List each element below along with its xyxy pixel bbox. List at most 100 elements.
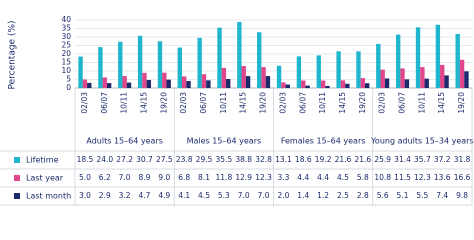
x-tick-label: 14/15 bbox=[139, 92, 148, 114]
page: Percentage (%) 0 5 10 15 20 25 30 35 40 02/03 06/0… bbox=[0, 15, 474, 206]
table-cell: 8.1 bbox=[198, 173, 210, 182]
bar bbox=[296, 56, 302, 88]
table-cell: 5.6 bbox=[377, 191, 389, 200]
legend-label: Last month bbox=[26, 192, 71, 201]
bar bbox=[146, 80, 152, 88]
y-tick-label: 0 bbox=[66, 83, 71, 92]
table-cell: 4.5 bbox=[337, 173, 349, 182]
table-cell: 11.5 bbox=[394, 173, 411, 182]
y-tick-label: 30 bbox=[61, 32, 71, 41]
bar bbox=[137, 35, 143, 88]
x-tick-label: 14/15 bbox=[437, 92, 446, 114]
bar bbox=[186, 81, 191, 88]
x-tick-label: 10/11 bbox=[318, 92, 327, 114]
x-tick-label: 19/20 bbox=[159, 92, 168, 114]
x-tick-label: 02/03 bbox=[378, 92, 387, 114]
bar bbox=[459, 59, 465, 88]
table-cell: 37.2 bbox=[434, 155, 451, 164]
table-cell: 25.9 bbox=[374, 155, 391, 164]
bar bbox=[118, 41, 123, 88]
y-tick-label: 10 bbox=[61, 66, 71, 75]
y-tick-label: 25 bbox=[61, 41, 71, 50]
table-cell: 5.3 bbox=[218, 191, 230, 200]
table-cell: 16.6 bbox=[454, 173, 471, 182]
bar bbox=[245, 76, 251, 88]
table-cell: 13.6 bbox=[434, 173, 451, 182]
table-cell: 32.8 bbox=[255, 155, 272, 164]
group-label: Young adults 15–34 years bbox=[370, 137, 474, 146]
table-cell: 4.7 bbox=[139, 191, 151, 200]
bar bbox=[395, 34, 401, 88]
x-tick-label: 19/20 bbox=[259, 92, 268, 114]
y-tick-label: 20 bbox=[61, 49, 71, 58]
legend-label: Last year bbox=[26, 174, 64, 183]
table-cell: 4.5 bbox=[198, 191, 210, 200]
table-cell: 3.0 bbox=[79, 191, 91, 200]
table-cell: 31.4 bbox=[394, 155, 411, 164]
table-cell: 18.5 bbox=[77, 155, 94, 164]
table-cell: 7.4 bbox=[436, 191, 448, 200]
table-cell: 2.9 bbox=[99, 191, 111, 200]
bar bbox=[197, 37, 202, 88]
bar bbox=[424, 78, 429, 88]
table-cell: 10.8 bbox=[374, 173, 391, 182]
table-cell: 13.1 bbox=[275, 155, 292, 164]
group-label: Adults 15–64 years bbox=[86, 137, 162, 146]
y-tick-label: 40 bbox=[61, 15, 71, 24]
bar bbox=[166, 79, 171, 88]
bar bbox=[384, 78, 390, 88]
bar bbox=[122, 76, 127, 88]
bar bbox=[464, 71, 469, 88]
table-cell: 9.8 bbox=[456, 191, 468, 200]
table-cell: 5.8 bbox=[357, 173, 369, 182]
table-cell: 27.5 bbox=[156, 155, 173, 164]
bar bbox=[82, 79, 88, 88]
bar bbox=[320, 80, 326, 88]
table-cell: 6.8 bbox=[178, 173, 190, 182]
bar bbox=[106, 83, 112, 88]
table-cell: 21.6 bbox=[335, 155, 352, 164]
x-tick-label: 14/15 bbox=[338, 92, 347, 114]
bar bbox=[400, 68, 405, 88]
table-cell: 12.9 bbox=[235, 173, 252, 182]
table-cell: 12.3 bbox=[255, 173, 272, 182]
x-tick-label: 06/07 bbox=[398, 92, 407, 114]
bar bbox=[281, 82, 286, 88]
bar bbox=[261, 67, 266, 88]
bar bbox=[440, 64, 445, 88]
x-tick-label: 10/11 bbox=[120, 92, 129, 114]
legend-swatch bbox=[14, 193, 20, 199]
bar bbox=[420, 67, 425, 88]
bar bbox=[181, 76, 187, 88]
bar bbox=[276, 65, 282, 88]
bar bbox=[316, 55, 321, 88]
table-cell: 12.3 bbox=[414, 173, 431, 182]
table-cell: 3.3 bbox=[277, 173, 289, 182]
bar bbox=[98, 47, 103, 88]
table-cell: 21.6 bbox=[354, 155, 371, 164]
table-cell: 2.0 bbox=[277, 191, 289, 200]
bar bbox=[285, 84, 290, 88]
bar bbox=[435, 24, 441, 88]
bar bbox=[376, 43, 381, 88]
table-cell: 3.2 bbox=[119, 191, 131, 200]
bar bbox=[157, 41, 163, 88]
bar bbox=[237, 22, 242, 88]
bar bbox=[241, 66, 246, 88]
table-cell: 7.0 bbox=[119, 173, 131, 182]
table-cell: 2.5 bbox=[337, 191, 349, 200]
bar bbox=[87, 82, 92, 88]
bar bbox=[336, 51, 341, 88]
bar bbox=[365, 83, 370, 88]
bar bbox=[380, 69, 385, 88]
bar bbox=[78, 56, 83, 88]
bar bbox=[226, 78, 231, 88]
table-cell: 4.4 bbox=[317, 173, 329, 182]
bar bbox=[455, 33, 460, 88]
bar bbox=[356, 51, 361, 88]
y-tick-label: 5 bbox=[66, 75, 71, 84]
table-cell: 1.2 bbox=[317, 191, 329, 200]
bar bbox=[257, 32, 262, 88]
bar bbox=[360, 78, 366, 88]
